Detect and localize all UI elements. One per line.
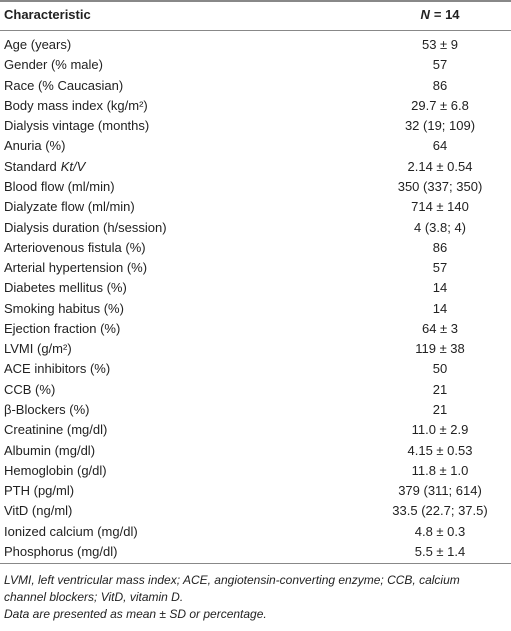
- row-value: 350 (337; 350): [397, 178, 483, 194]
- row-label: ACE inhibitors (%): [4, 361, 111, 377]
- row-value: 50: [432, 361, 448, 377]
- row-label: Dialyzate flow (ml/min): [4, 199, 135, 215]
- row-value: 11.0 ± 2.9: [411, 422, 469, 438]
- row-label: Creatinine (mg/dl): [4, 422, 108, 438]
- row-label: LVMI (g/m²): [4, 341, 72, 357]
- row-value: 119 ± 38: [415, 341, 465, 357]
- row-label: Standard Kt/V: [4, 159, 85, 175]
- footnote: Data are presented as mean ± SD or perce…: [4, 607, 267, 621]
- header-n-part: = 14: [433, 7, 460, 22]
- row-value: 33.5 (22.7; 37.5): [392, 503, 488, 519]
- row-label-part: Kt/V: [60, 158, 86, 174]
- row-label: Gender (% male): [4, 57, 103, 73]
- row-label: VitD (ng/ml): [4, 503, 73, 519]
- row-value: 14: [432, 280, 448, 296]
- row-value: 21: [432, 402, 448, 418]
- row-label: Diabetes mellitus (%): [4, 280, 127, 296]
- row-label: Ionized calcium (mg/dl): [4, 523, 138, 539]
- row-label: Dialysis vintage (months): [4, 118, 150, 134]
- row-label: PTH (pg/ml): [4, 483, 75, 499]
- row-value: 64 ± 3: [421, 320, 459, 336]
- row-label: CCB (%): [4, 381, 56, 397]
- row-value: 14: [432, 300, 448, 316]
- row-label: β-Blockers (%): [4, 402, 90, 418]
- row-label: Hemoglobin (g/dl): [4, 462, 107, 478]
- row-value: 5.5 ± 1.4: [414, 544, 466, 559]
- row-label: Dialysis duration (h/session): [4, 219, 167, 235]
- header-n-part: N: [420, 7, 430, 22]
- row-label: Ejection fraction (%): [4, 320, 121, 336]
- row-value: 11.8 ± 1.0: [411, 462, 469, 478]
- footnote: LVMI, left ventricular mass index; ACE, …: [4, 573, 460, 587]
- row-value: 714 ± 140: [411, 199, 469, 215]
- row-value: 57: [432, 57, 448, 73]
- row-label: Blood flow (ml/min): [4, 178, 115, 194]
- row-label: Arteriovenous fistula (%): [4, 239, 146, 255]
- row-value: 379 (311; 614): [398, 483, 482, 499]
- row-label: Age (years): [4, 37, 72, 52]
- row-label: Arterial hypertension (%): [4, 260, 148, 276]
- row-label: Race (% Caucasian): [4, 77, 124, 93]
- row-label: Anuria (%): [4, 138, 66, 154]
- row-value: 4.8 ± 0.3: [414, 523, 466, 539]
- row-value: 2.14 ± 0.54: [407, 158, 473, 174]
- header-rule: [0, 30, 511, 31]
- row-label: Smoking habitus (%): [4, 300, 124, 316]
- row-value: 21: [432, 381, 448, 397]
- header-label: Characteristic: [4, 7, 91, 22]
- row-value: 29.7 ± 6.8: [411, 97, 469, 113]
- row-label: Body mass index (kg/m²): [4, 97, 148, 113]
- footnote: channel blockers; VitD, vitamin D.: [4, 590, 184, 604]
- row-value: 32 (19; 109): [404, 118, 476, 134]
- row-value: 53 ± 9: [421, 37, 459, 52]
- row-label: Phosphorus (mg/dl): [4, 544, 118, 559]
- row-label-part: Standard: [4, 158, 57, 174]
- header-n: N = 14: [420, 7, 459, 23]
- row-label: Albumin (mg/dl): [4, 442, 96, 458]
- bottom-rule: [0, 563, 511, 564]
- row-value: 4 (3.8; 4): [413, 219, 467, 235]
- row-value: 86: [432, 239, 448, 255]
- top-rule: [0, 0, 511, 2]
- row-value: 86: [432, 77, 448, 93]
- row-value: 57: [432, 260, 448, 276]
- row-value: 4.15 ± 0.53: [407, 442, 473, 458]
- row-value: 64: [432, 138, 448, 154]
